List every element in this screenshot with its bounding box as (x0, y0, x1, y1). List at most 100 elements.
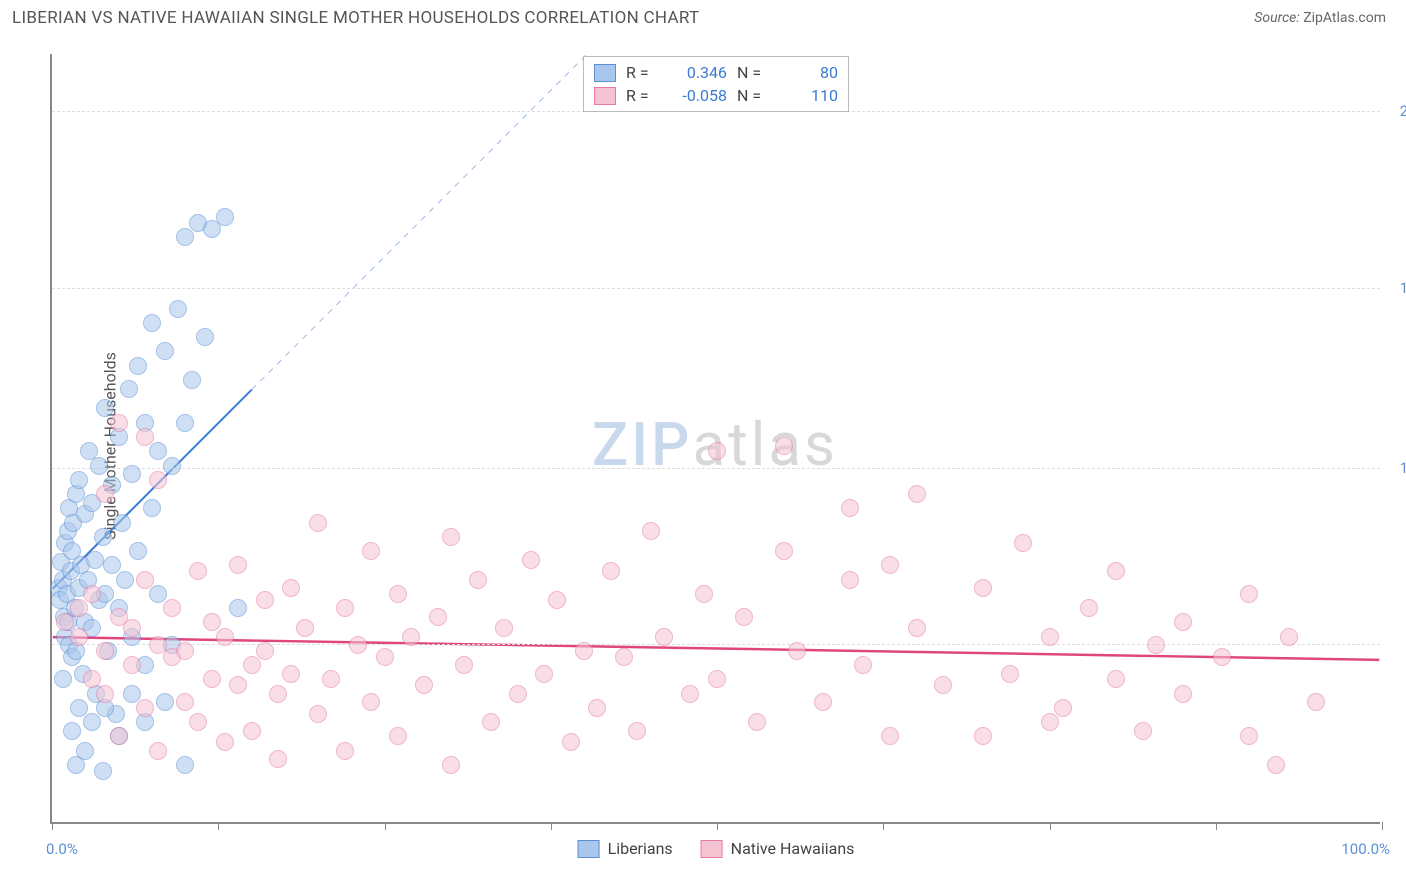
point-hawaiian (83, 670, 101, 688)
point-hawaiian (229, 556, 247, 574)
point-liberian (96, 399, 114, 417)
legend-row-liberians: R = 0.346 N = 80 (594, 61, 838, 84)
point-hawaiian (309, 514, 327, 532)
point-hawaiian (296, 619, 314, 637)
point-hawaiian (149, 471, 167, 489)
point-hawaiian (1014, 534, 1032, 552)
x-axis-min-label: 0.0% (46, 840, 78, 858)
point-hawaiian (708, 670, 726, 688)
point-liberian (176, 756, 194, 774)
point-liberian (123, 685, 141, 703)
point-hawaiian (854, 656, 872, 674)
point-hawaiian (1080, 599, 1098, 617)
point-liberian (176, 228, 194, 246)
n-label: N = (737, 86, 763, 105)
point-liberian (163, 457, 181, 475)
point-hawaiian (123, 656, 141, 674)
point-hawaiian (402, 628, 420, 646)
point-hawaiian (908, 619, 926, 637)
point-hawaiian (509, 685, 527, 703)
trend-line-extrapolated (252, 54, 587, 390)
point-hawaiian (309, 705, 327, 723)
chart-title: LIBERIAN VS NATIVE HAWAIIAN SINGLE MOTHE… (12, 8, 699, 28)
point-liberian (229, 599, 247, 617)
x-axis-tick (1050, 822, 1051, 830)
point-liberian (63, 722, 81, 740)
point-liberian (129, 542, 147, 560)
point-hawaiian (602, 562, 620, 580)
watermark-zip: ZIP (592, 409, 692, 480)
point-hawaiian (748, 713, 766, 731)
point-hawaiian (389, 585, 407, 603)
point-hawaiian (775, 542, 793, 560)
point-hawaiian (1041, 628, 1059, 646)
point-hawaiian (1240, 727, 1258, 745)
point-liberian (120, 380, 138, 398)
point-liberian (113, 514, 131, 532)
point-hawaiian (841, 499, 859, 517)
point-hawaiian (881, 556, 899, 574)
point-hawaiian (336, 599, 354, 617)
point-liberian (216, 208, 234, 226)
x-axis-max-label: 100.0% (1341, 840, 1390, 858)
point-liberian (156, 342, 174, 360)
point-hawaiian (735, 608, 753, 626)
point-hawaiian (974, 579, 992, 597)
x-axis-tick (385, 822, 386, 830)
point-liberian (67, 756, 85, 774)
legend-item-hawaiians: Native Hawaiians (701, 839, 855, 858)
point-liberian (156, 693, 174, 711)
point-hawaiian (1213, 648, 1231, 666)
point-hawaiian (442, 528, 460, 546)
point-hawaiian (176, 693, 194, 711)
point-liberian (183, 371, 201, 389)
gridline (52, 288, 1380, 289)
point-hawaiian (216, 733, 234, 751)
swatch-hawaiians (701, 840, 723, 858)
point-hawaiian (70, 628, 88, 646)
point-hawaiian (256, 591, 274, 609)
n-label: N = (737, 63, 763, 82)
point-hawaiian (176, 642, 194, 660)
r-label: R = (626, 86, 652, 105)
point-hawaiian (1107, 670, 1125, 688)
point-hawaiian (203, 670, 221, 688)
point-hawaiian (1134, 722, 1152, 740)
point-hawaiian (83, 585, 101, 603)
source-label: Source: (1254, 10, 1299, 26)
source-attribution: Source: ZipAtlas.com (1254, 10, 1386, 26)
point-hawaiian (908, 485, 926, 503)
point-liberian (70, 699, 88, 717)
x-axis-tick (1216, 822, 1217, 830)
point-hawaiian (615, 648, 633, 666)
swatch-liberians (594, 64, 616, 82)
point-hawaiian (229, 676, 247, 694)
point-hawaiian (482, 713, 500, 731)
point-liberian (149, 442, 167, 460)
scatter-plot-area: ZIPatlas R = 0.346 N = 80 R = -0.058 N =… (50, 54, 1380, 824)
gridline (52, 468, 1380, 469)
swatch-liberians (578, 840, 600, 858)
point-hawaiian (336, 742, 354, 760)
point-liberian (149, 585, 167, 603)
point-hawaiian (1054, 699, 1072, 717)
point-hawaiian (442, 756, 460, 774)
point-hawaiian (96, 685, 114, 703)
point-hawaiian (362, 542, 380, 560)
x-axis-tick (1382, 822, 1383, 830)
point-hawaiian (269, 750, 287, 768)
point-hawaiian (1174, 613, 1192, 631)
swatch-hawaiians (594, 87, 616, 105)
point-liberian (86, 551, 104, 569)
point-hawaiian (243, 722, 261, 740)
point-liberian (169, 300, 187, 318)
point-hawaiian (96, 485, 114, 503)
point-hawaiian (282, 579, 300, 597)
r-label: R = (626, 63, 652, 82)
point-liberian (54, 670, 72, 688)
point-hawaiian (110, 414, 128, 432)
point-hawaiian (522, 551, 540, 569)
n-value-liberians: 80 (773, 63, 838, 82)
point-hawaiian (203, 613, 221, 631)
x-axis-tick (551, 822, 552, 830)
